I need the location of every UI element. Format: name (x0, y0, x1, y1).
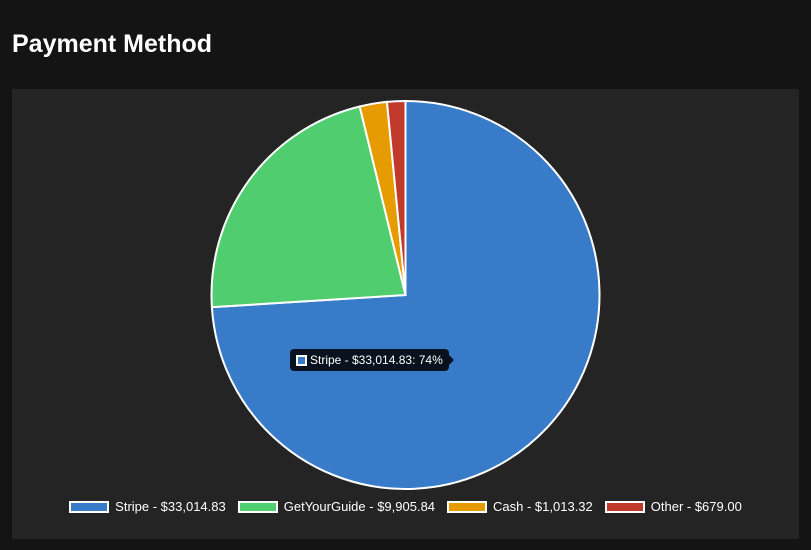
legend-item-other[interactable]: Other - $679.00 (604, 499, 742, 514)
chart-panel: Stripe - $33,014.83: 74% Stripe - $33,01… (12, 89, 799, 539)
tooltip-text: Stripe - $33,014.83: 74% (310, 353, 443, 367)
legend-item-stripe[interactable]: Stripe - $33,014.83 (69, 499, 226, 514)
legend-label: GetYourGuide - $9,905.84 (283, 499, 436, 514)
legend-label: Cash - $1,013.32 (493, 499, 593, 514)
legend-label: Stripe - $33,014.83 (115, 499, 226, 514)
legend-swatch (237, 500, 278, 513)
legend-swatch (69, 500, 110, 513)
legend-item-getyourguide[interactable]: GetYourGuide - $9,905.84 (237, 499, 436, 514)
legend-label: Other - $679.00 (650, 499, 742, 514)
slice-getyourguide[interactable] (210, 105, 407, 309)
chart-legend: Stripe - $33,014.83 GetYourGuide - $9,90… (12, 499, 799, 514)
slice-other[interactable] (385, 99, 407, 296)
legend-swatch (447, 500, 488, 513)
tooltip-color-swatch (296, 354, 307, 366)
chart-tooltip: Stripe - $33,014.83: 74% (290, 349, 454, 371)
legend-item-cash[interactable]: Cash - $1,013.32 (447, 499, 593, 514)
page-title: Payment Method (12, 30, 213, 58)
legend-swatch (604, 500, 645, 513)
pie-chart[interactable] (12, 89, 799, 494)
